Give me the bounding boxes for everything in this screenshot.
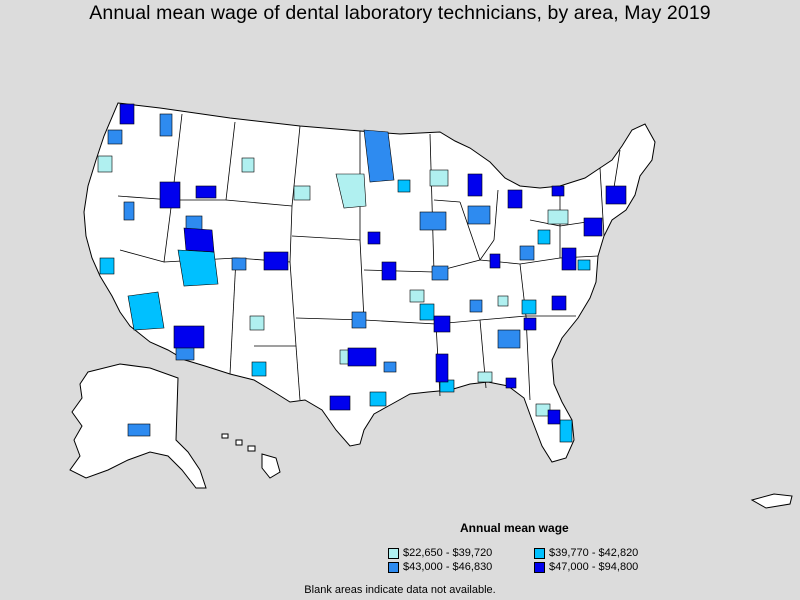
legend-title: Annual mean wage — [460, 521, 569, 535]
legend-item: $43,000 - $46,830 — [388, 561, 492, 573]
areas-43000-46830 — [107, 113, 535, 437]
legend-label: $39,770 - $42,820 — [549, 547, 639, 559]
legend-swatch — [534, 561, 545, 573]
footnote: Blank areas indicate data not available. — [304, 584, 496, 596]
areas-39770-42820 — [99, 179, 591, 443]
puerto-rico-outline — [750, 493, 793, 509]
legend-swatch — [534, 547, 545, 559]
areas-47000-94800 — [119, 103, 627, 425]
legend-item: $22,650 - $39,720 — [388, 547, 492, 559]
hawaii-islands — [221, 433, 281, 479]
legend-label: $22,650 - $39,720 — [403, 547, 493, 559]
legend-label: $47,000 - $94,800 — [549, 561, 639, 573]
legend-swatch — [388, 547, 399, 559]
legend-item: $39,770 - $42,820 — [534, 547, 638, 559]
legend-label: $43,000 - $46,830 — [403, 561, 493, 573]
map-title: Annual mean wage of dental laboratory te… — [89, 2, 711, 24]
legend-item: $47,000 - $94,800 — [534, 561, 638, 573]
legend-swatch — [388, 561, 399, 573]
areas-22650-39720 — [97, 155, 569, 417]
